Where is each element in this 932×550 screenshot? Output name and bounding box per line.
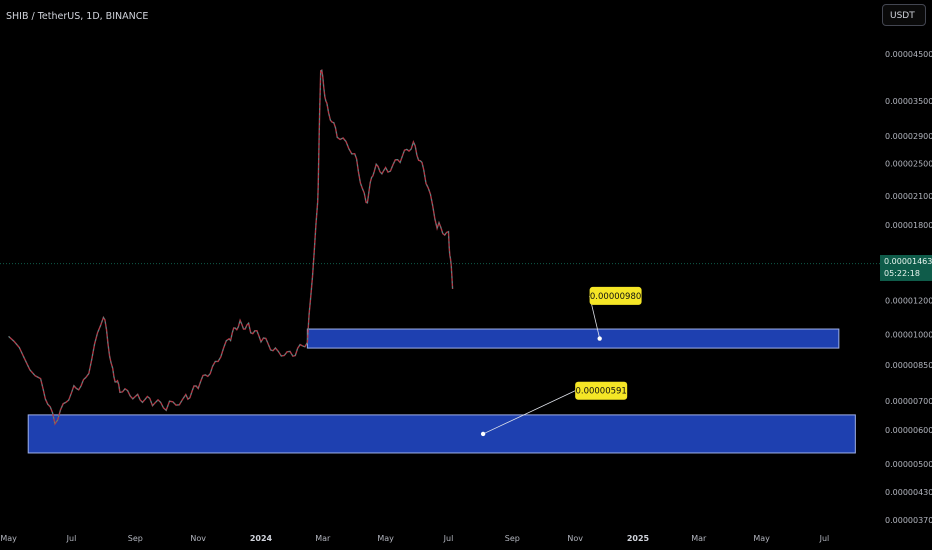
y-tick-label: 0.00000700 [885,397,932,406]
x-tick-label: Jul [819,534,830,543]
zone-label-2: 0.00000591 [575,387,626,397]
zone-label-1: 0.00000980 [590,292,641,302]
y-tick-label: 0.00001800 [885,221,932,230]
zone-anchor-dot-1 [597,336,602,341]
x-tick-label: Nov [190,534,206,543]
currency-button[interactable]: USDT [882,4,926,26]
candle-countdown: 05:22:18 [884,269,920,278]
x-tick-label: 2025 [627,534,650,543]
price-series-candles [8,69,453,425]
y-tick-label: 0.00000600 [885,426,932,435]
zone-label-leader-2 [482,390,576,435]
x-tick-label: May [753,534,770,543]
y-tick-label: 0.00000850 [885,361,932,370]
y-tick-label: 0.00000500 [885,460,932,469]
y-tick-label: 0.00002500 [885,160,932,169]
current-price-value: 0.00001463 [884,257,932,266]
x-tick-label: Jul [66,534,77,543]
y-tick-label: 0.00002100 [885,192,932,201]
y-tick-label: 0.00001200 [885,297,932,306]
zone-anchor-dot-2 [480,431,486,437]
x-tick-label: Mar [315,534,331,543]
current-price-tag: 0.00001463 05:22:18 [880,255,932,281]
x-tick-label: Nov [567,534,583,543]
support-zone-2 [27,414,856,454]
x-tick-label: Jul [443,534,454,543]
x-tick-label: 2024 [250,534,273,543]
zone-label-box-1 [589,286,642,305]
x-tick-label: May [0,534,17,543]
support-zone-1 [306,328,840,349]
zone-label-box-2 [575,381,628,400]
y-tick-label: 0.00000370 [885,516,932,525]
y-tick-label: 0.00004500 [885,50,932,59]
x-tick-label: Sep [128,534,143,543]
price-series-line [8,69,454,426]
symbol-title: SHIB / TetherUS, 1D, BINANCE [6,11,149,22]
y-tick-label: 0.00001000 [885,331,932,340]
x-tick-label: Mar [691,534,707,543]
y-tick-label: 0.00003500 [885,97,932,106]
x-tick-label: Sep [505,534,520,543]
y-tick-label: 0.00000430 [885,488,932,497]
y-tick-label: 0.00002900 [885,132,932,141]
x-tick-label: May [377,534,394,543]
